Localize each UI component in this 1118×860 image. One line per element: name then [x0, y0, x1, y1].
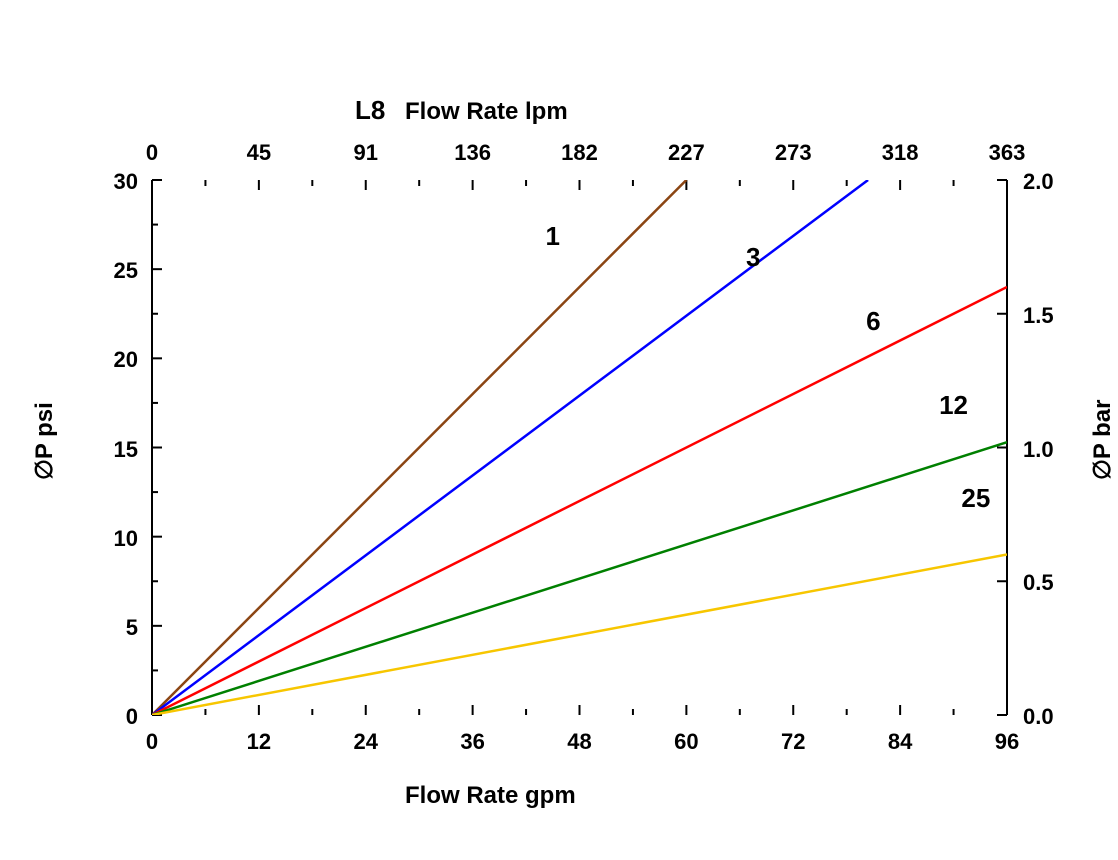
y-right-tick-label: 0.0: [1023, 704, 1054, 730]
x-top-tick-label: 227: [668, 140, 705, 166]
x-top-tick-label: 318: [882, 140, 919, 166]
y-right-tick-label: 1.5: [1023, 303, 1054, 329]
x-top-tick-label: 182: [561, 140, 598, 166]
y-left-tick-label: 10: [114, 526, 138, 552]
x-top-tick-label: 91: [354, 140, 378, 166]
plot-svg: [152, 180, 1007, 715]
y-left-axis-title: ∅P psi: [30, 402, 59, 480]
x-top-tick-label: 363: [989, 140, 1026, 166]
y-right-tick-label: 1.0: [1023, 437, 1054, 463]
y-right-tick-label: 2.0: [1023, 169, 1054, 195]
series-line: [152, 180, 868, 715]
x-top-tick-label: 0: [146, 140, 158, 166]
y-left-tick-label: 5: [126, 615, 138, 641]
y-left-tick-label: 20: [114, 347, 138, 373]
y-left-tick-label: 15: [114, 437, 138, 463]
y-right-axis-title: ∅P bar: [1088, 400, 1117, 481]
x-bottom-tick-label: 24: [354, 729, 378, 755]
x-bottom-tick-label: 48: [567, 729, 591, 755]
x-top-tick-label: 136: [454, 140, 491, 166]
x-bottom-axis-title: Flow Rate gpm: [405, 782, 576, 810]
series-label: 6: [866, 306, 880, 337]
x-bottom-tick-label: 96: [995, 729, 1019, 755]
series-line: [152, 180, 686, 715]
chart-container: L8 Flow Rate lpm Flow Rate gpm ∅P psi ∅P…: [0, 0, 1118, 860]
series-label: 1: [546, 221, 560, 252]
series-line: [152, 287, 1007, 715]
x-bottom-tick-label: 36: [460, 729, 484, 755]
x-bottom-tick-label: 84: [888, 729, 912, 755]
x-bottom-tick-label: 72: [781, 729, 805, 755]
x-bottom-tick-label: 0: [146, 729, 158, 755]
x-bottom-tick-label: 60: [674, 729, 698, 755]
series-label: 25: [961, 483, 990, 514]
y-left-tick-label: 25: [114, 258, 138, 284]
series-label: 3: [746, 242, 760, 273]
y-left-tick-label: 0: [126, 704, 138, 730]
series-label: 12: [939, 390, 968, 421]
chart-title-prefix: L8: [355, 95, 385, 126]
y-right-tick-label: 0.5: [1023, 570, 1054, 596]
x-top-tick-label: 45: [247, 140, 271, 166]
x-top-axis-title: Flow Rate lpm: [405, 98, 568, 126]
y-left-tick-label: 30: [114, 169, 138, 195]
x-top-tick-label: 273: [775, 140, 812, 166]
x-bottom-tick-label: 12: [247, 729, 271, 755]
